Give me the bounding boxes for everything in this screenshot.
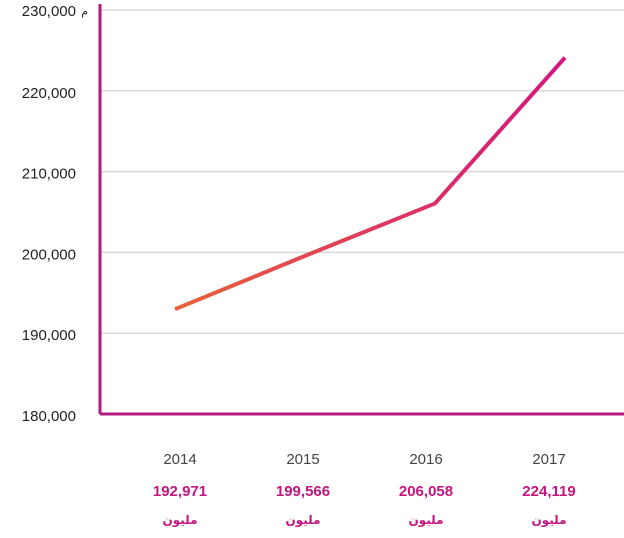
value-unit: مليون bbox=[286, 513, 321, 528]
value-label: 224,119 bbox=[522, 483, 575, 500]
y-tick-label: 210,000 bbox=[22, 166, 76, 183]
y-tick-label: 230,000 bbox=[22, 3, 76, 20]
value-unit: مليون bbox=[163, 513, 198, 528]
y-unit-label: م bbox=[81, 6, 88, 18]
x-tick-label: 2016 bbox=[409, 451, 442, 468]
line bbox=[174, 56, 567, 312]
value-unit: مليون bbox=[409, 513, 444, 528]
y-tick-label: 200,000 bbox=[22, 246, 76, 263]
y-tick-label: 220,000 bbox=[22, 85, 76, 102]
value-unit: مليون bbox=[532, 513, 567, 528]
x-tick-label: 2017 bbox=[532, 451, 565, 468]
value-label: 206,058 bbox=[399, 483, 453, 500]
y-tick-label: 190,000 bbox=[22, 327, 76, 344]
y-tick-label: 180,000 bbox=[22, 408, 76, 425]
value-label: 192,971 bbox=[153, 483, 207, 500]
x-tick-label: 2015 bbox=[286, 451, 319, 468]
value-label: 199,566 bbox=[276, 483, 330, 500]
x-tick-label: 2014 bbox=[163, 451, 196, 468]
